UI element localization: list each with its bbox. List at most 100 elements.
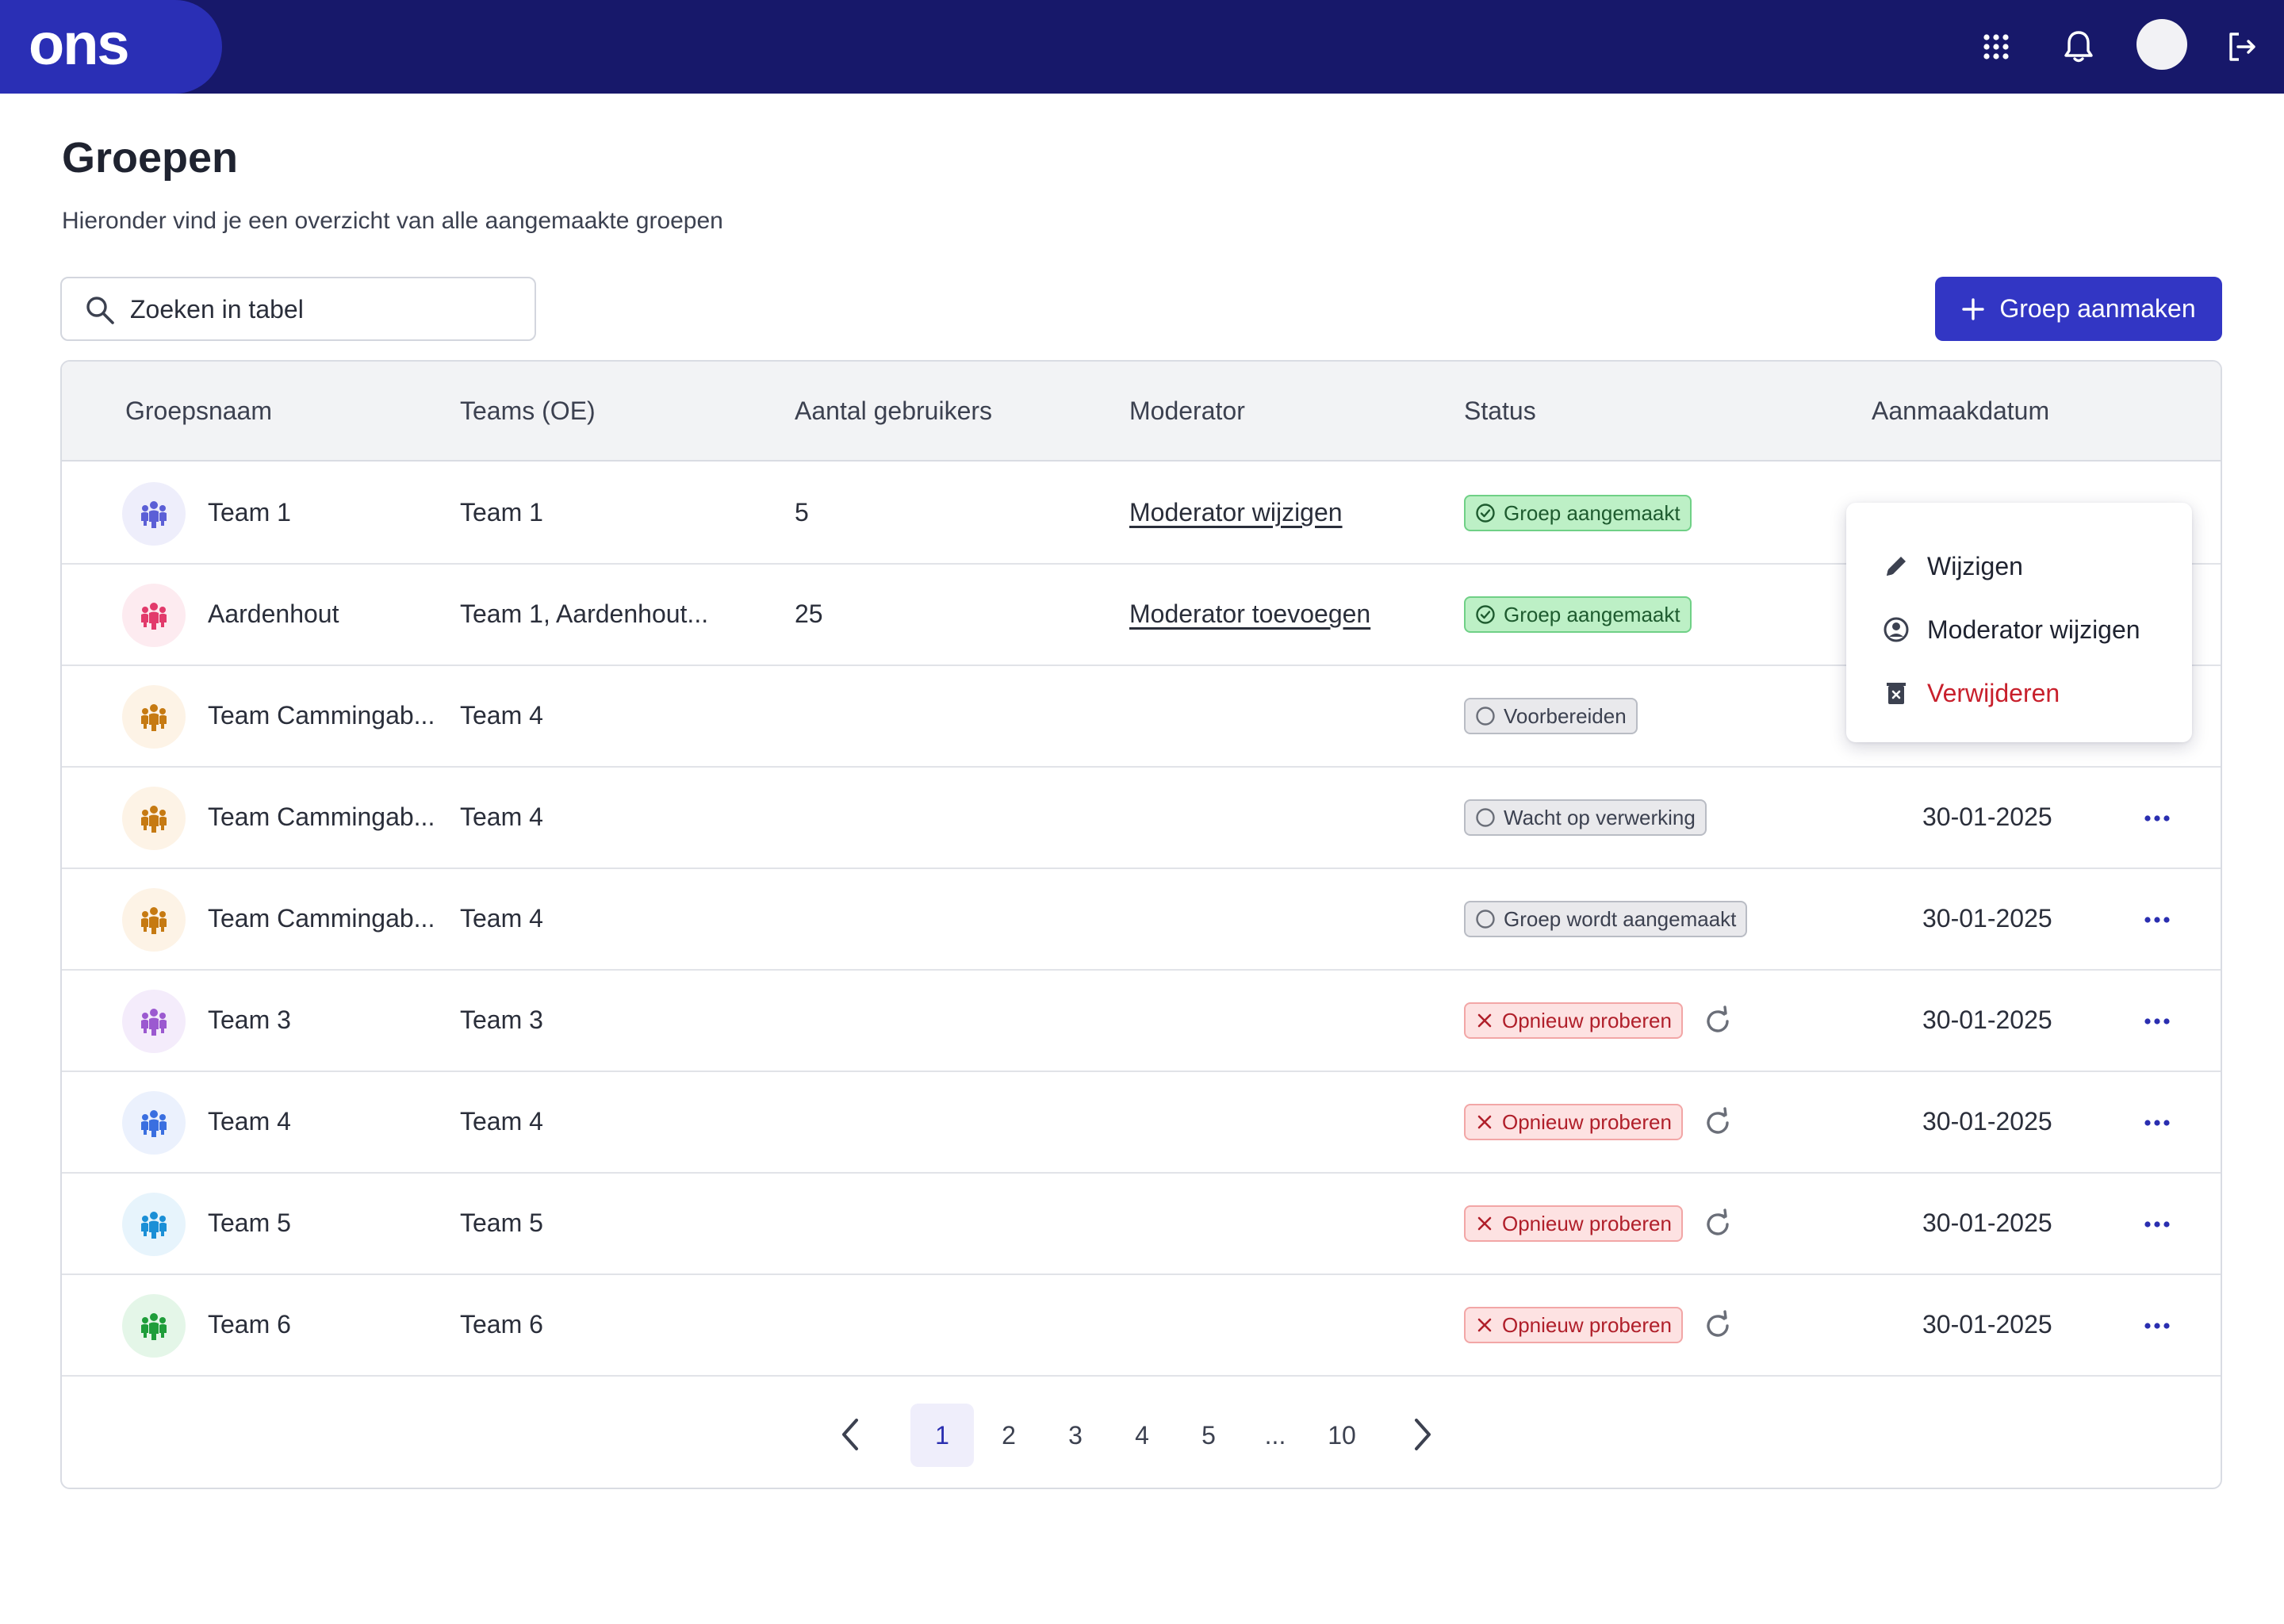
table-row[interactable]: Team 1 Team 1 5 Moderator wijzigen Groep aan… bbox=[62, 463, 2221, 565]
page-subtitle: Hieronder vind je een overzicht van alle… bbox=[62, 208, 723, 234]
status-label: Groep aangemaakt bbox=[1504, 602, 1680, 626]
cell-teams: Team 3 bbox=[460, 1005, 543, 1034]
group-icon bbox=[141, 1313, 167, 1340]
menu-item-delete[interactable]: Verwijderen bbox=[1883, 669, 2060, 717]
status-badge[interactable]: Opnieuw proberen bbox=[1464, 1002, 1683, 1039]
more-options-icon[interactable] bbox=[2141, 1107, 2173, 1139]
group-avatar bbox=[122, 1294, 186, 1358]
pending-circle-icon bbox=[1476, 910, 1495, 929]
avatar[interactable] bbox=[2136, 19, 2187, 70]
close-icon bbox=[1477, 1115, 1492, 1129]
table-row[interactable]: Aardenhout Team 1, Aardenhout... 25 Moderat… bbox=[62, 565, 2221, 666]
page-button-4[interactable]: 4 bbox=[1135, 1420, 1149, 1450]
trash-icon bbox=[1887, 683, 1906, 704]
group-icon bbox=[141, 501, 167, 528]
cell-group-name[interactable]: Team 3 bbox=[208, 1005, 291, 1034]
page-button-5[interactable]: 5 bbox=[1201, 1420, 1216, 1450]
table-row[interactable]: Team 5 Team 5 Opnieuw proberen 30-01-2025 bbox=[62, 1174, 2221, 1275]
table-row[interactable]: Team Cammingab... Team 4 Wacht op verwerki… bbox=[62, 768, 2221, 869]
column-header-teams[interactable]: Teams (OE) bbox=[460, 396, 596, 425]
previous-page-icon[interactable] bbox=[831, 1415, 871, 1454]
status-label: Wacht op verwerking bbox=[1504, 805, 1696, 829]
moderator-link[interactable]: Moderator wijzigen bbox=[1129, 498, 1343, 527]
status-label: Opnieuw proberen bbox=[1502, 1109, 1672, 1134]
cell-group-name[interactable]: Team 1 bbox=[208, 498, 291, 527]
menu-item-change-moderator[interactable]: Moderator wijzigen bbox=[1883, 606, 2140, 653]
user-circle-icon bbox=[1884, 617, 1909, 642]
cell-created-date: 30-01-2025 bbox=[1922, 1107, 2052, 1136]
create-group-button[interactable]: Groep aanmaken bbox=[1935, 277, 2222, 341]
status-badge: Wacht op verwerking bbox=[1464, 799, 1707, 836]
retry-icon[interactable] bbox=[1702, 1005, 1734, 1037]
plus-icon bbox=[1962, 297, 1985, 320]
cell-group-name[interactable]: Team 6 bbox=[208, 1310, 291, 1339]
column-header-moderator[interactable]: Moderator bbox=[1129, 396, 1245, 425]
more-options-icon[interactable] bbox=[2141, 802, 2173, 834]
retry-icon[interactable] bbox=[1702, 1208, 1734, 1240]
cell-teams: Team 1, Aardenhout... bbox=[460, 599, 709, 628]
check-circle-icon bbox=[1476, 504, 1495, 523]
next-page-icon[interactable] bbox=[1402, 1415, 1442, 1454]
cell-teams: Team 4 bbox=[460, 904, 543, 933]
status-badge[interactable]: Opnieuw proberen bbox=[1464, 1307, 1683, 1343]
more-options-icon[interactable] bbox=[2141, 904, 2173, 936]
pencil-icon bbox=[1887, 557, 1906, 576]
menu-item-edit[interactable]: Wijzigen bbox=[1883, 542, 2023, 590]
logo-background bbox=[0, 0, 222, 94]
column-header-groepsnaam[interactable]: Groepsnaam bbox=[125, 396, 272, 425]
group-icon bbox=[141, 1110, 167, 1137]
cell-teams: Team 5 bbox=[460, 1208, 543, 1237]
group-avatar bbox=[122, 1091, 186, 1155]
cell-created-date: 30-01-2025 bbox=[1922, 1005, 2052, 1034]
moderator-link[interactable]: Moderator toevoegen bbox=[1129, 599, 1371, 628]
cell-group-name[interactable]: Team Cammingab... bbox=[208, 802, 435, 831]
close-icon bbox=[1477, 1013, 1492, 1028]
group-icon bbox=[141, 1212, 167, 1239]
retry-icon[interactable] bbox=[1702, 1310, 1734, 1342]
logout-icon[interactable] bbox=[2216, 21, 2268, 73]
table-row[interactable]: Team 6 Team 6 Opnieuw proberen 30-01-2025 bbox=[62, 1275, 2221, 1377]
cell-group-name[interactable]: Aardenhout bbox=[208, 599, 339, 628]
cell-group-name[interactable]: Team 4 bbox=[208, 1107, 291, 1136]
retry-icon[interactable] bbox=[1702, 1107, 1734, 1139]
table-row[interactable]: Team 3 Team 3 Opnieuw proberen 30-01-2025 bbox=[62, 971, 2221, 1072]
more-options-icon[interactable] bbox=[2141, 1310, 2173, 1342]
page-button-3[interactable]: 3 bbox=[1068, 1420, 1083, 1450]
status-badge[interactable]: Opnieuw proberen bbox=[1464, 1104, 1683, 1140]
group-avatar bbox=[122, 1193, 186, 1256]
table-header: Groepsnaam Teams (OE) Aantal gebruikers … bbox=[62, 362, 2221, 462]
column-header-created[interactable]: Aanmaakdatum bbox=[1872, 396, 2050, 425]
cell-teams: Team 4 bbox=[460, 802, 543, 831]
page-title: Groepen bbox=[62, 134, 239, 182]
close-icon bbox=[1477, 1216, 1492, 1231]
group-avatar bbox=[122, 685, 186, 749]
cell-group-name[interactable]: Team Cammingab... bbox=[208, 904, 435, 933]
table-row[interactable]: Team Cammingab... Team 4 Groep wordt aange… bbox=[62, 869, 2221, 971]
group-avatar bbox=[122, 888, 186, 952]
pending-circle-icon bbox=[1476, 808, 1495, 827]
apps-grid-icon[interactable] bbox=[1970, 21, 2022, 73]
ons-logo[interactable]: ons bbox=[29, 11, 130, 77]
create-group-label: Groep aanmaken bbox=[1999, 294, 2196, 323]
group-avatar bbox=[122, 482, 186, 546]
page-button-10[interactable]: 10 bbox=[1328, 1420, 1356, 1450]
cell-created-date: 30-01-2025 bbox=[1922, 904, 2052, 933]
cell-user-count: 5 bbox=[795, 498, 809, 527]
bell-icon[interactable] bbox=[2052, 21, 2105, 73]
table-row[interactable]: Team Cammingab... Team 4 Voorbereiden bbox=[62, 666, 2221, 768]
column-header-status[interactable]: Status bbox=[1464, 396, 1536, 425]
cell-created-date: 30-01-2025 bbox=[1922, 1310, 2052, 1339]
column-header-users[interactable]: Aantal gebruikers bbox=[795, 396, 993, 425]
more-options-icon[interactable] bbox=[2141, 1208, 2173, 1240]
row-actions-menu: Wijzigen Moderator wijzigen Verwijderen bbox=[1846, 503, 2192, 742]
page-button-1[interactable]: 1 bbox=[910, 1404, 974, 1467]
status-badge[interactable]: Opnieuw proberen bbox=[1464, 1205, 1683, 1242]
more-options-icon[interactable] bbox=[2141, 1005, 2173, 1037]
table-row[interactable]: Team 4 Team 4 Opnieuw proberen 30-01-2025 bbox=[62, 1072, 2221, 1174]
page-button-2[interactable]: 2 bbox=[1002, 1420, 1016, 1450]
menu-item-label: Verwijderen bbox=[1927, 678, 2060, 707]
cell-group-name[interactable]: Team Cammingab... bbox=[208, 701, 435, 730]
cell-user-count: 25 bbox=[795, 599, 823, 628]
search-input[interactable] bbox=[130, 286, 519, 332]
cell-group-name[interactable]: Team 5 bbox=[208, 1208, 291, 1237]
